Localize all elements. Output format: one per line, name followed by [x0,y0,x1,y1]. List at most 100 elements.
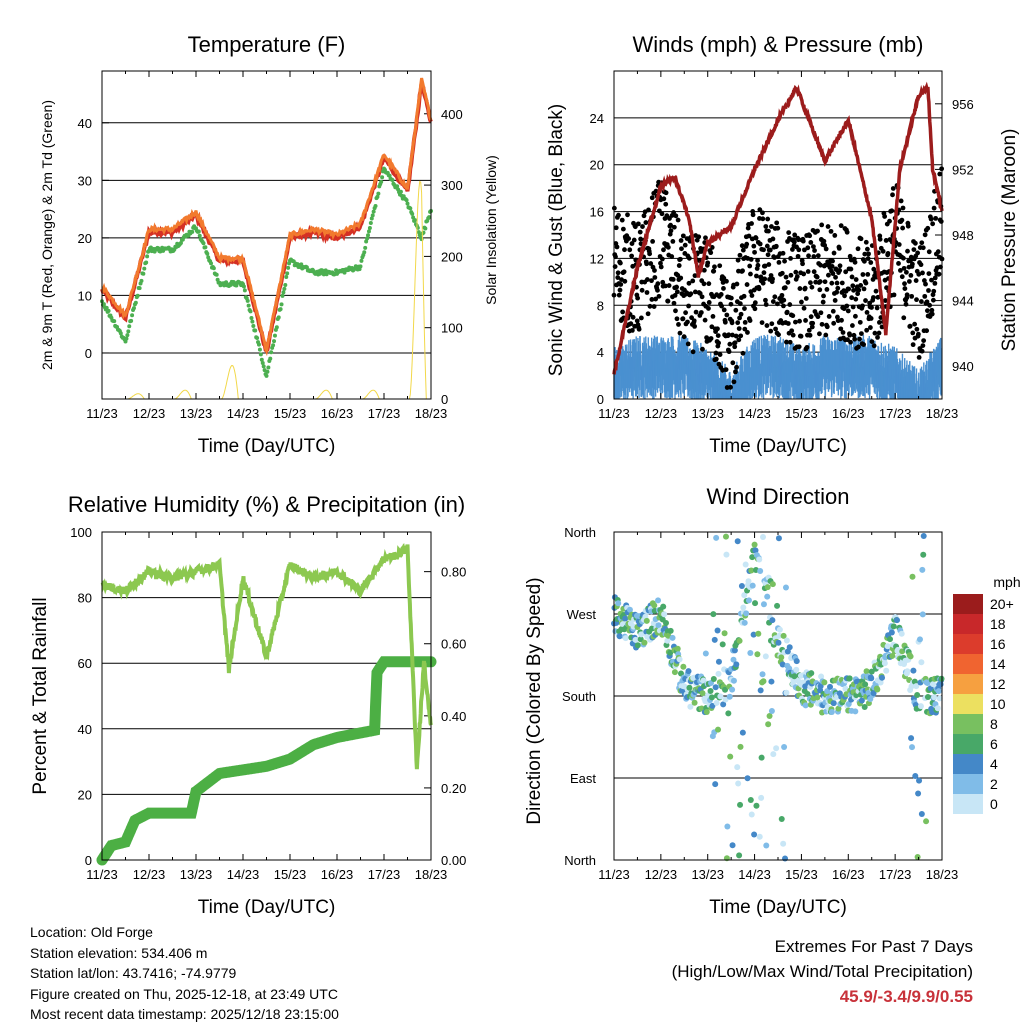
direction-point [827,683,834,690]
gust-point [902,281,907,287]
direction-point [852,708,859,715]
dewpoint-point [271,343,276,348]
direction-point [748,811,755,818]
dewpoint-point [259,357,264,362]
gust-point [828,228,834,234]
dewpoint-point [423,226,428,231]
temp-ytick-label: 20 [78,231,92,246]
dewpoint-point [133,300,138,305]
gust-point [820,299,826,305]
gust-point [862,251,868,257]
gust-point [736,326,742,332]
gust-point [838,326,844,332]
gust-point [848,339,853,345]
gust-point [931,288,937,294]
gust-point [676,322,681,327]
direction-point [830,700,837,707]
dewpoint-point [368,220,373,225]
gust-point [733,369,738,375]
gust-point [706,306,711,311]
dewpoint-point [131,306,136,311]
gust-point [706,281,712,287]
gust-point [831,250,837,256]
gust-point [815,253,821,259]
gust-point [734,364,739,370]
dewpoint-point [405,201,410,206]
gust-point [790,247,795,252]
direction-point [655,597,662,604]
dir-ytick-label: North [564,525,596,540]
direction-point [733,661,740,668]
gust-point [677,256,683,262]
gust-point [824,287,830,292]
figure-created: Figure created on Thu, 2025-12-18, at 23… [30,985,338,1002]
gust-point [799,299,804,305]
gust-point [876,330,882,336]
direction-point [691,699,698,706]
gust-point [680,233,686,239]
gust-point [656,293,662,299]
gust-point [933,215,939,221]
gust-point [788,255,793,261]
gust-point [772,294,778,300]
gust-point [651,304,657,309]
gust-point [900,225,906,231]
gust-point [620,226,626,232]
gust-point [644,277,650,282]
gust-point [804,344,810,350]
gust-point [850,323,855,328]
gust-point [737,315,742,321]
gust-point [780,250,786,256]
gust-point [860,272,866,277]
temp-xtick-label: 14/23 [227,406,260,421]
direction-point [760,534,767,541]
gust-point [858,236,864,242]
legend-swatch [953,674,983,694]
direction-point [714,627,721,634]
dewpoint-point [253,328,258,333]
gust-point [671,300,677,306]
direction-point [722,533,729,540]
direction-point [749,582,756,589]
direction-point [919,566,926,573]
direction-point [626,606,633,613]
direction-point [655,622,662,629]
direction-point [758,794,765,801]
dir-xtick-label: 15/23 [785,867,818,882]
direction-point [764,593,771,600]
gust-point [904,292,910,298]
dewpoint-point [214,272,219,277]
gust-point [910,330,916,336]
rh-xtick-label: 13/23 [180,867,213,882]
direction-point [776,632,783,639]
dir-xtick-label: 18/23 [926,867,959,882]
legend-label: 2 [990,776,998,792]
gust-point [730,360,736,366]
dewpoint-point [281,290,286,295]
dewpoint-point [364,239,369,244]
direction-point [934,705,941,712]
gust-point [647,251,653,257]
direction-point [737,801,744,808]
gust-point [721,286,726,291]
direction-point [751,541,758,548]
gust-point [836,246,842,251]
direction-point [768,678,775,685]
gust-point [737,301,743,307]
gust-point [763,302,769,307]
wind-y2tick-label: 952 [952,162,974,177]
gust-point [679,246,684,252]
gust-point [794,274,800,279]
gust-point [643,220,649,225]
gust-point [823,332,829,338]
direction-point [870,690,877,697]
gust-point [905,248,910,254]
direction-point [884,643,891,650]
gust-point [853,313,858,319]
gust-point [618,282,624,287]
gust-point [890,192,895,198]
gust-point [866,251,871,257]
direction-point [756,556,763,563]
gust-point [864,309,870,315]
wind-ytick-label: 12 [590,251,604,266]
